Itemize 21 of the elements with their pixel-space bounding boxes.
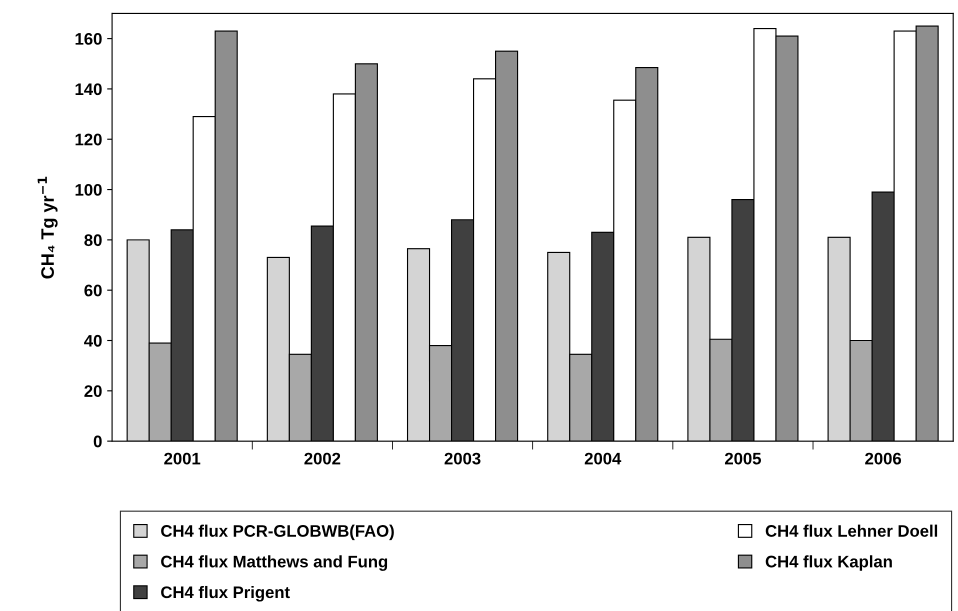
y-tick-label: 140 (76, 83, 102, 96)
y-tick-label: 160 (76, 33, 102, 45)
y-tick-label: 120 (76, 134, 102, 146)
x-tick-label: 2005 (724, 452, 762, 464)
y-tick-label: 100 (76, 184, 102, 196)
y-tick-label: 20 (84, 385, 102, 398)
x-tick-label: 2006 (865, 452, 902, 464)
x-tick-label: 2003 (444, 452, 480, 465)
legend-label: CH4 flux Lehner Doell (766, 524, 938, 537)
x-tick-label: 2002 (304, 452, 340, 464)
y-tick-label: 0 (94, 436, 102, 448)
y-tick-label: 60 (84, 284, 102, 296)
legend-label: CH4 flux Kaplan (766, 555, 892, 571)
y-tick-label: 40 (84, 334, 102, 347)
legend-label: CH4 flux PCR-GLOBWB(FAO) (161, 524, 394, 540)
legend-label: CH4 flux Prigent (161, 586, 290, 602)
legend-label: CH4 flux Matthews and Fung (161, 555, 388, 571)
y-axis-title: CH₄ Tg yr$^{−1}$ (38, 176, 58, 279)
y-tick-label: 80 (84, 234, 102, 246)
x-tick-label: 2001 (164, 452, 200, 464)
x-tick-label: 2004 (584, 452, 622, 464)
